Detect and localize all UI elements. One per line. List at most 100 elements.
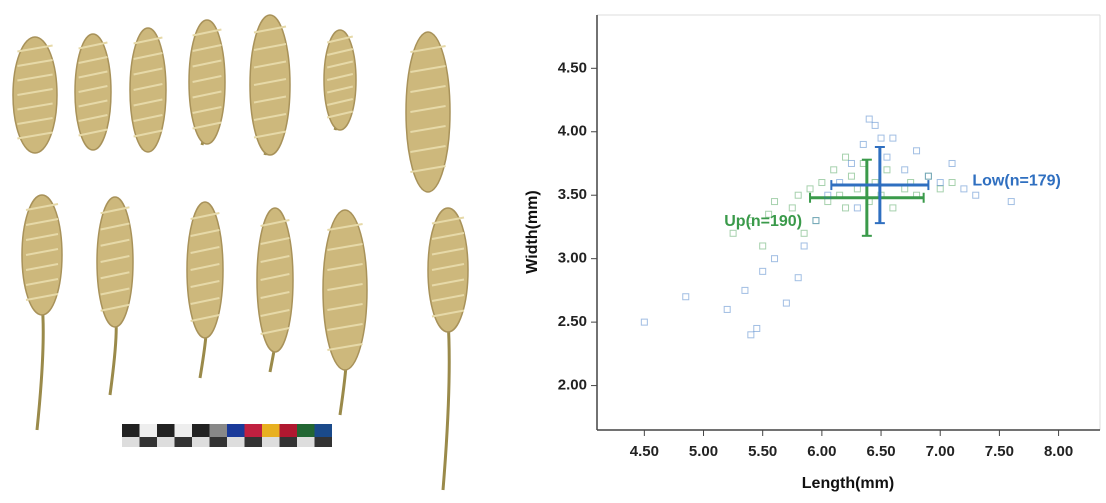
awn <box>190 280 220 288</box>
scale-bar <box>262 437 280 447</box>
wheat-photo <box>12 14 469 491</box>
awn <box>260 237 290 245</box>
point <box>765 210 773 218</box>
x-tick-label: 5.00 <box>689 443 718 460</box>
awn <box>17 102 53 111</box>
spike <box>405 31 451 193</box>
point <box>901 166 909 174</box>
awn <box>260 309 290 317</box>
spike <box>322 209 368 371</box>
awn <box>326 73 354 81</box>
awn <box>25 248 59 256</box>
series-label: Up(n=190) <box>724 213 802 230</box>
awn <box>431 216 465 225</box>
awn <box>410 165 446 173</box>
awn <box>253 25 287 34</box>
awn <box>17 44 53 53</box>
point <box>771 255 779 263</box>
point <box>640 318 648 326</box>
point <box>871 121 879 129</box>
awn <box>100 222 130 231</box>
x-tick-label: 6.00 <box>807 443 836 460</box>
awn <box>133 67 163 76</box>
awn <box>410 125 446 133</box>
awn <box>326 60 354 69</box>
y-tick-label: 3.50 <box>558 186 587 203</box>
awn <box>260 255 290 263</box>
awn <box>253 43 287 51</box>
awn <box>410 45 446 53</box>
stem <box>441 319 451 491</box>
awn <box>253 113 287 121</box>
scale-bar <box>192 424 210 437</box>
point <box>842 204 850 212</box>
y-tick-label: 3.00 <box>558 250 587 267</box>
awn <box>253 78 287 86</box>
point <box>877 134 885 142</box>
point <box>741 286 749 294</box>
awn <box>190 246 220 254</box>
point <box>889 204 897 212</box>
awn <box>78 56 108 64</box>
awn <box>431 263 465 271</box>
awn <box>192 106 222 114</box>
x-tick-label: 4.50 <box>630 443 659 460</box>
point <box>883 153 891 161</box>
awn <box>192 90 222 99</box>
awn <box>431 247 465 256</box>
awn <box>78 114 108 122</box>
scale-bar <box>122 437 140 447</box>
scale-bar <box>227 424 245 437</box>
awn <box>78 41 108 50</box>
awn <box>410 105 446 113</box>
awn <box>192 121 222 130</box>
scale-bar <box>157 437 175 447</box>
point <box>847 172 855 180</box>
awn <box>431 309 465 318</box>
awn <box>190 314 220 322</box>
awn <box>326 110 354 119</box>
point <box>948 179 956 187</box>
awn <box>25 263 59 271</box>
point <box>924 172 932 180</box>
awn <box>133 83 163 91</box>
scale-bar <box>227 437 245 447</box>
scale-bar <box>192 437 210 447</box>
awn <box>410 85 446 93</box>
spike <box>256 207 294 353</box>
awn <box>100 287 130 296</box>
point <box>818 179 826 187</box>
awn <box>17 131 53 140</box>
awn <box>133 114 163 122</box>
awn <box>327 283 363 291</box>
awn <box>327 263 363 271</box>
awn <box>260 327 290 335</box>
awn <box>25 293 59 301</box>
scale-bar <box>139 424 157 437</box>
awn <box>100 271 130 280</box>
point <box>830 166 838 174</box>
point <box>794 274 802 282</box>
awn <box>327 243 363 251</box>
point <box>723 305 731 313</box>
awn <box>25 218 59 226</box>
awn <box>326 98 354 106</box>
awn <box>192 28 222 37</box>
scale-bar <box>209 424 227 437</box>
point <box>800 242 808 250</box>
awn <box>133 36 163 45</box>
awn <box>260 219 290 227</box>
point <box>771 198 779 206</box>
awn <box>190 297 220 305</box>
point <box>913 147 921 155</box>
point <box>936 185 944 193</box>
point <box>753 324 761 332</box>
awn <box>78 99 108 108</box>
stem <box>35 302 45 431</box>
awn <box>78 85 108 93</box>
x-tick-label: 7.50 <box>985 443 1014 460</box>
series-label: Low(n=179) <box>972 172 1060 189</box>
awn <box>326 48 354 56</box>
point <box>759 242 767 250</box>
